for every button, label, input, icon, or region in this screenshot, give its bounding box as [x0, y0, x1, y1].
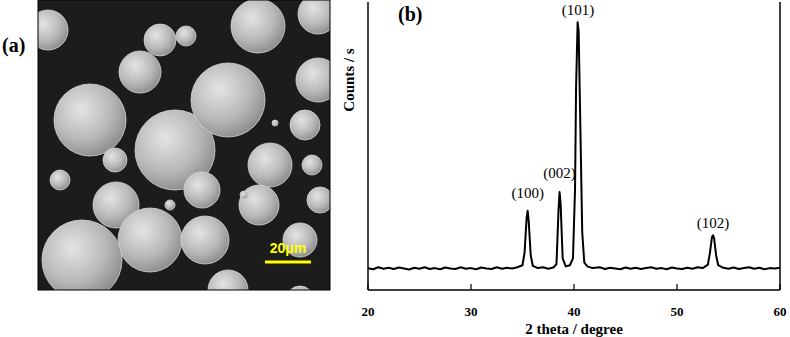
- panel-label: (b): [398, 3, 422, 26]
- peak-label: (101): [562, 2, 595, 19]
- x-tick: [779, 284, 780, 290]
- particle: [118, 208, 182, 272]
- particle: [208, 270, 248, 290]
- figure: 20μm (a) (b) 20 30 40 50 60 2 theta / degree Coun…: [0, 0, 790, 337]
- x-axis-label: 2 theta / degree: [525, 321, 623, 337]
- plot-area: [368, 22, 780, 269]
- particle: [286, 286, 314, 290]
- x-tick: [367, 284, 368, 290]
- x-tick-label: 50: [671, 304, 684, 319]
- particle: [248, 143, 292, 187]
- particle: [290, 110, 320, 140]
- particle: [240, 191, 248, 199]
- right-axis: [779, 2, 781, 290]
- particle: [176, 26, 196, 46]
- particle: [144, 24, 176, 56]
- particle: [272, 120, 278, 126]
- particle: [296, 58, 330, 102]
- scale-bar-label: 20μm: [270, 240, 307, 256]
- x-tick-label: 30: [465, 304, 478, 319]
- particle: [50, 170, 70, 190]
- particle: [165, 200, 175, 210]
- x-tick: [676, 284, 677, 290]
- particle: [54, 84, 126, 156]
- particle: [119, 51, 161, 93]
- particle: [184, 172, 220, 208]
- particle: [181, 216, 229, 264]
- particle: [38, 10, 68, 50]
- peak-label: (102): [697, 215, 730, 232]
- x-tick-label: 20: [362, 304, 375, 319]
- particle: [298, 0, 330, 34]
- panel-label: (a): [2, 34, 25, 57]
- particle: [191, 63, 265, 137]
- particle: [42, 220, 122, 290]
- sem-image: [38, 0, 330, 290]
- particle: [239, 185, 279, 225]
- scale-bar: [265, 261, 311, 264]
- image-frame: [38, 0, 330, 290]
- peak-label: (100): [511, 185, 544, 202]
- x-tick-label: 40: [568, 304, 581, 319]
- x-tick: [573, 284, 574, 290]
- xrd-line: [368, 22, 780, 269]
- x-tick-label: 60: [774, 304, 787, 319]
- y-axis: [367, 2, 369, 290]
- particle: [103, 148, 127, 172]
- particle: [231, 0, 285, 53]
- particle: [302, 155, 322, 175]
- canvas: 20μm (a) (b) 20 30 40 50 60 2 theta / degree Coun…: [0, 0, 790, 337]
- x-tick: [470, 284, 471, 290]
- particle: [307, 187, 330, 213]
- peak-label: (002): [543, 165, 576, 182]
- y-axis-label: Counts / s: [341, 48, 357, 112]
